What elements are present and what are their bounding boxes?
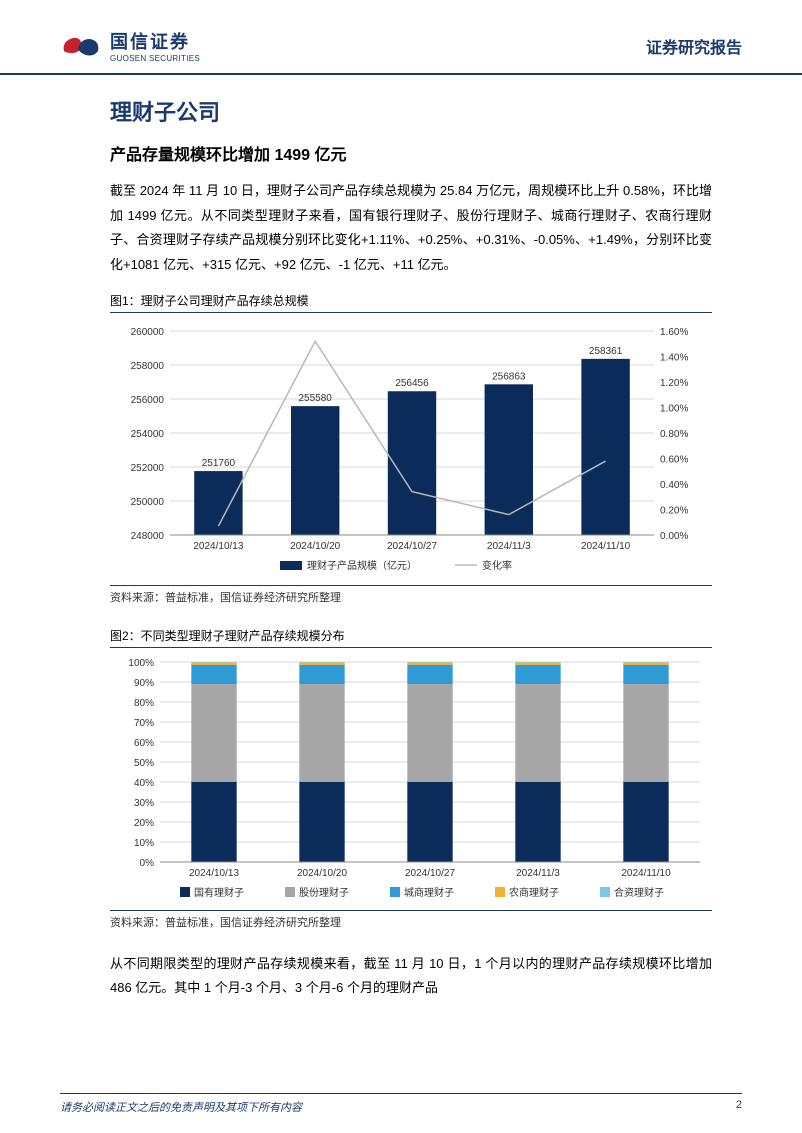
svg-text:2024/10/27: 2024/10/27 (387, 541, 437, 552)
svg-text:国有理财子: 国有理财子 (194, 886, 244, 899)
section-title: 理财子公司 (110, 95, 712, 127)
footer-disclaimer: 请务必阅读正文之后的免责声明及其项下所有内容 (60, 1099, 302, 1115)
svg-text:城商理财子: 城商理财子 (404, 886, 454, 899)
page-footer: 请务必阅读正文之后的免责声明及其项下所有内容 2 (60, 1093, 742, 1115)
svg-text:258000: 258000 (131, 361, 165, 372)
page-number: 2 (736, 1099, 742, 1115)
logo-text-en: GUOSEN SECURITIES (110, 54, 200, 63)
svg-text:251760: 251760 (202, 458, 236, 469)
logo-text-cn: 国信证券 (110, 28, 200, 54)
svg-text:10%: 10% (134, 838, 154, 849)
svg-text:90%: 90% (134, 678, 154, 689)
report-type: 证券研究报告 (646, 34, 742, 58)
svg-text:2024/11/10: 2024/11/10 (581, 541, 631, 552)
figure2-chart: 0% 10% 20% 30% 40% 50% 60% 70% 80% 90% 100% 2024/10… (110, 654, 712, 904)
paragraph-2: 从不同期限类型的理财产品存续规模来看，截至 11 月 10 日，1 个月以内的理… (110, 952, 712, 1001)
svg-text:变化率: 变化率 (482, 559, 512, 572)
figure2-source: 资料来源：普益标准，国信证券经济研究所整理 (110, 910, 712, 930)
svg-text:60%: 60% (134, 738, 154, 749)
svg-text:1.60%: 1.60% (660, 327, 688, 338)
figure1-chart: 248000 250000 252000 254000 256000 258000 2600… (110, 319, 712, 579)
svg-text:合资理财子: 合资理财子 (614, 886, 664, 899)
svg-text:256456: 256456 (395, 378, 429, 389)
svg-text:260000: 260000 (131, 327, 165, 338)
figure2-title: 图2：不同类型理财子理财产品存续规模分布 (110, 627, 712, 648)
svg-text:农商理财子: 农商理财子 (509, 886, 559, 899)
svg-text:2024/11/3: 2024/11/3 (516, 868, 560, 879)
svg-text:70%: 70% (134, 718, 154, 729)
svg-text:255580: 255580 (299, 393, 333, 404)
svg-text:0.80%: 0.80% (660, 429, 688, 440)
svg-text:2024/10/13: 2024/10/13 (189, 868, 239, 879)
svg-text:248000: 248000 (131, 531, 165, 542)
svg-text:50%: 50% (134, 758, 154, 769)
svg-text:股份理财子: 股份理财子 (299, 886, 349, 899)
paragraph-1: 截至 2024 年 11 月 10 日，理财子公司产品存续总规模为 25.84 … (110, 179, 712, 278)
svg-text:1.20%: 1.20% (660, 378, 688, 389)
svg-text:2024/10/20: 2024/10/20 (297, 868, 347, 879)
svg-text:256000: 256000 (131, 395, 165, 406)
svg-text:2024/11/10: 2024/11/10 (621, 868, 671, 879)
figure1-title: 图1：理财子公司理财产品存续总规模 (110, 292, 712, 313)
svg-text:250000: 250000 (131, 497, 165, 508)
svg-text:0%: 0% (140, 858, 155, 869)
svg-text:2024/10/13: 2024/10/13 (193, 541, 243, 552)
svg-text:理财子产品规模（亿元）: 理财子产品规模（亿元） (307, 559, 417, 572)
svg-text:80%: 80% (134, 698, 154, 709)
svg-text:100%: 100% (128, 658, 154, 669)
svg-text:0.60%: 0.60% (660, 454, 688, 465)
svg-text:2024/11/3: 2024/11/3 (487, 541, 531, 552)
logo: 国信证券 GUOSEN SECURITIES (60, 28, 200, 63)
svg-text:254000: 254000 (131, 429, 165, 440)
svg-text:20%: 20% (134, 818, 154, 829)
svg-text:1.00%: 1.00% (660, 403, 688, 414)
svg-text:258361: 258361 (589, 346, 623, 357)
content: 理财子公司 产品存量规模环比增加 1499 亿元 截至 2024 年 11 月 … (0, 75, 802, 1001)
section-subtitle: 产品存量规模环比增加 1499 亿元 (110, 141, 712, 165)
svg-text:40%: 40% (134, 778, 154, 789)
page-header: 国信证券 GUOSEN SECURITIES 证券研究报告 (0, 0, 802, 75)
svg-text:2024/10/20: 2024/10/20 (290, 541, 340, 552)
figure1-source: 资料来源：普益标准，国信证券经济研究所整理 (110, 585, 712, 605)
svg-text:0.00%: 0.00% (660, 531, 688, 542)
svg-text:1.40%: 1.40% (660, 352, 688, 363)
svg-text:30%: 30% (134, 798, 154, 809)
svg-text:252000: 252000 (131, 463, 165, 474)
svg-text:256863: 256863 (492, 371, 526, 382)
svg-text:0.40%: 0.40% (660, 480, 688, 491)
svg-text:2024/10/27: 2024/10/27 (405, 868, 455, 879)
logo-icon (60, 31, 102, 61)
svg-text:0.20%: 0.20% (660, 505, 688, 516)
